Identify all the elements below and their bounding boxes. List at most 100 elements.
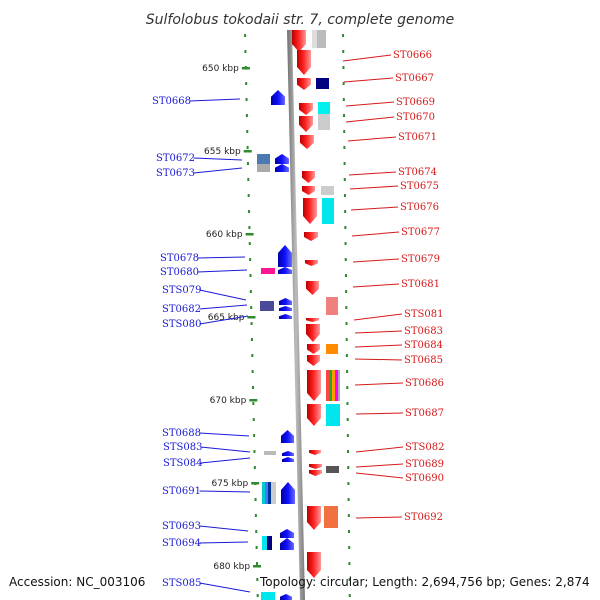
gene-label-text: ST0679 — [401, 254, 440, 265]
gene-label-st0673[interactable]: ST0673 — [156, 167, 243, 179]
gene-label-st0682[interactable]: ST0682 — [162, 304, 248, 315]
leader-line — [355, 472, 404, 479]
leader-line — [347, 136, 397, 142]
feature-tracks — [257, 30, 340, 600]
gene-label-text: STS085 — [162, 578, 201, 589]
gene-label-st0668[interactable]: ST0668 — [152, 96, 241, 107]
gene-label-text: ST0670 — [396, 112, 435, 123]
feature-box — [316, 30, 326, 48]
gene-label-text: ST0692 — [404, 512, 443, 523]
feature-box — [326, 344, 338, 354]
leader-line — [350, 206, 399, 211]
gene-label-st0666[interactable]: ST0666 — [342, 50, 432, 62]
gene-arrow-forward — [305, 260, 318, 266]
scale-label: 665 kbp — [208, 313, 245, 323]
gene-label-sts081[interactable]: STS081 — [353, 309, 443, 321]
gene-arrow-forward — [307, 552, 321, 578]
gene-label-text: ST0683 — [404, 326, 443, 337]
gene-label-text: ST0682 — [162, 304, 201, 315]
feature-box — [262, 482, 265, 504]
gene-arrow-reverse — [282, 457, 294, 462]
gene-label-text: ST0672 — [156, 153, 195, 164]
gene-label-st0672[interactable]: ST0672 — [156, 153, 243, 164]
scale-ruler: 650 kbp 655 kbp 660 kbp 665 kbp 670 kbp 675 k… — [202, 64, 262, 572]
scale-label: 670 kbp — [210, 396, 247, 406]
leader-line — [199, 289, 247, 301]
gene-arrow-reverse — [280, 529, 294, 538]
gene-label-st0674[interactable]: ST0674 — [348, 167, 437, 178]
leader-line — [199, 541, 249, 544]
feature-box — [265, 482, 268, 504]
gene-arrow-forward — [306, 324, 320, 342]
feature-box — [318, 102, 330, 114]
gene-label-st0671[interactable]: ST0671 — [347, 132, 437, 143]
feature-box — [261, 592, 275, 600]
feature-box — [324, 506, 338, 528]
scale-tick — [247, 316, 256, 319]
gene-labels: ST0668 ST0672 ST0673 ST0678 ST0680 STS079 ST06… — [152, 50, 444, 593]
gene-label-st0669[interactable]: ST0669 — [345, 97, 435, 108]
leader-line — [199, 490, 251, 493]
gene-label-text: ST0681 — [401, 279, 440, 290]
gene-label-st0693[interactable]: ST0693 — [162, 521, 249, 532]
gene-label-sts082[interactable]: STS082 — [355, 442, 444, 453]
leader-line — [199, 525, 249, 532]
gene-arrow-reverse — [271, 90, 285, 105]
gene-label-st0685[interactable]: ST0685 — [354, 355, 443, 366]
gene-arrow-reverse — [281, 482, 295, 504]
scale-tick — [251, 482, 260, 485]
feature-box — [264, 451, 276, 455]
gene-arrow-reverse — [280, 538, 294, 550]
leader-line — [354, 358, 403, 361]
gene-arrow-forward — [307, 506, 321, 530]
gene-label-st0691[interactable]: ST0691 — [162, 486, 251, 497]
leader-line — [199, 315, 249, 325]
gene-label-st0679[interactable]: ST0679 — [352, 254, 440, 265]
gene-label-text: ST0677 — [401, 227, 440, 238]
gene-label-st0692[interactable]: ST0692 — [355, 512, 443, 523]
gene-label-st0678[interactable]: ST0678 — [160, 253, 246, 264]
gene-label-st0667[interactable]: ST0667 — [343, 73, 434, 84]
gene-label-st0686[interactable]: ST0686 — [354, 378, 444, 389]
gene-label-sts085[interactable]: STS085 — [162, 578, 251, 593]
feature-box — [257, 154, 270, 164]
scale-label: 680 kbp — [213, 562, 250, 572]
gene-label-st0683[interactable]: ST0683 — [354, 326, 443, 337]
gene-arrow-reverse — [278, 245, 292, 267]
gene-label-sts084[interactable]: STS084 — [163, 457, 251, 469]
feature-box — [271, 482, 276, 504]
gene-arrow-forward — [299, 103, 313, 115]
gene-label-st0688[interactable]: ST0688 — [162, 428, 250, 439]
gene-label-st0694[interactable]: ST0694 — [162, 538, 249, 549]
gene-label-st0684[interactable]: ST0684 — [354, 340, 443, 351]
leader-line — [345, 116, 395, 123]
gene-label-text: ST0674 — [398, 167, 437, 178]
scale-label: 650 kbp — [202, 64, 239, 74]
gene-label-st0677[interactable]: ST0677 — [351, 227, 440, 238]
gene-label-st0680[interactable]: ST0680 — [160, 267, 248, 278]
gene-label-sts079[interactable]: STS079 — [162, 285, 247, 301]
gene-label-text: STS084 — [163, 458, 202, 469]
gene-label-text: ST0675 — [400, 181, 439, 192]
gene-arrow-forward — [302, 171, 315, 183]
feature-box — [312, 30, 317, 48]
gene-arrow-reverse — [279, 314, 292, 319]
leader-line — [349, 185, 399, 190]
gene-label-text: ST0667 — [395, 73, 434, 84]
gene-label-st0670[interactable]: ST0670 — [345, 112, 435, 123]
gene-label-st0687[interactable]: ST0687 — [355, 408, 444, 419]
gene-label-text: STS080 — [162, 319, 201, 330]
gene-label-st0681[interactable]: ST0681 — [352, 279, 440, 290]
gene-arrow-forward — [299, 116, 313, 132]
leader-line — [193, 157, 243, 161]
gene-label-sts083[interactable]: STS083 — [163, 442, 251, 453]
leader-line — [345, 101, 395, 107]
gene-arrow-forward — [309, 470, 322, 476]
gene-label-sts080[interactable]: STS080 — [162, 315, 249, 330]
gene-label-st0676[interactable]: ST0676 — [350, 202, 439, 213]
leader-line — [189, 98, 241, 102]
gene-label-st0689[interactable]: ST0689 — [355, 459, 444, 470]
gene-arrow-reverse — [282, 451, 294, 456]
gene-label-st0690[interactable]: ST0690 — [355, 472, 444, 484]
gene-label-st0675[interactable]: ST0675 — [349, 181, 439, 192]
